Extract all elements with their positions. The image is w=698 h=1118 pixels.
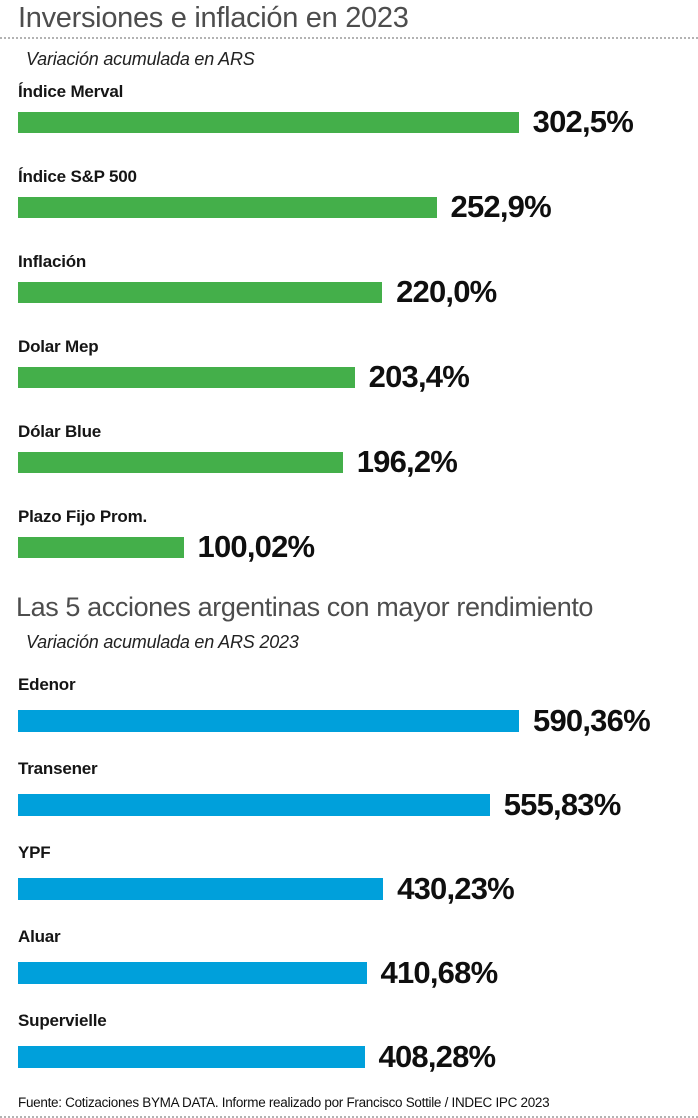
- bar-value-label: 196,2%: [356, 444, 458, 479]
- bar-category-label: Dolar Mep: [18, 337, 99, 356]
- bar-line: 252,9%: [18, 189, 680, 225]
- bar-line: 410,68%: [18, 955, 680, 991]
- bar-category-label: Plazo Fijo Prom.: [18, 507, 148, 526]
- bar: [18, 281, 383, 303]
- bar: [18, 366, 355, 388]
- bar-category-label: Transener: [18, 759, 98, 778]
- bar-line: 196,2%: [18, 444, 680, 480]
- bar-value-label: 100,02%: [197, 529, 316, 564]
- bar-row: Dólar Blue 196,2%: [18, 422, 680, 480]
- bar-value-label: 220,0%: [396, 274, 497, 309]
- bar-category-label: Aluar: [18, 927, 61, 946]
- bar-row: Supervielle 408,28%: [18, 1011, 680, 1075]
- bar-line: 555,83%: [18, 787, 680, 823]
- source-credit: Fuente: Cotizaciones BYMA DATA. Informe …: [18, 1095, 550, 1110]
- bar: [18, 962, 367, 984]
- bar-value-label: 410,68%: [380, 955, 499, 990]
- bar-line: 100,02%: [18, 529, 680, 565]
- bar: [18, 710, 520, 732]
- bar-line: 302,5%: [18, 104, 680, 140]
- bar-value-label: 430,23%: [397, 871, 515, 906]
- bar-chart-stocks: Edenor 590,36% Transener 555,83% YPF 430,23% A…: [18, 675, 680, 1075]
- bar-line: 590,36%: [18, 703, 680, 739]
- bar-row: Inflación 220,0%: [18, 252, 680, 310]
- bar-value-label: 203,4%: [368, 359, 470, 394]
- bar-row: YPF 430,23%: [18, 843, 680, 907]
- bar-value-label: 408,28%: [378, 1039, 497, 1074]
- bar-row: Aluar 410,68%: [18, 927, 680, 991]
- chart-top-stocks: Variación acumulada en ARS 2023 Edenor 59…: [0, 631, 698, 1075]
- bar-category-label: Edenor: [18, 675, 76, 694]
- bar-line: 203,4%: [18, 359, 680, 395]
- bar-category-label: Índice S&P 500: [18, 167, 137, 186]
- bar-chart-investments: Índice Merval 302,5% Índice S&P 500 252,9% I…: [18, 82, 680, 565]
- bar: [18, 878, 384, 900]
- bar-line: 408,28%: [18, 1039, 680, 1075]
- bar-row: Índice Merval 302,5%: [18, 82, 680, 140]
- bar-line: 220,0%: [18, 274, 680, 310]
- bar: [18, 536, 184, 558]
- chart-subtitle: Variación acumulada en ARS: [26, 49, 255, 69]
- bar: [18, 451, 343, 473]
- bar-row: Dolar Mep 203,4%: [18, 337, 680, 395]
- bar-value-label: 302,5%: [532, 104, 634, 139]
- bar-category-label: Inflación: [18, 252, 87, 271]
- bar: [18, 196, 437, 218]
- bar-row: Transener 555,83%: [18, 759, 680, 823]
- footer: Fuente: Cotizaciones BYMA DATA. Informe …: [0, 1095, 698, 1118]
- top-dotted-divider: [0, 37, 698, 39]
- bar-category-label: Supervielle: [18, 1011, 107, 1030]
- chart-subtitle: Variación acumulada en ARS 2023: [26, 632, 299, 652]
- bar-category-label: Índice Merval: [18, 82, 124, 101]
- bar-value-label: 555,83%: [503, 787, 622, 822]
- bar-value-label: 252,9%: [450, 189, 552, 224]
- bar-category-label: Dólar Blue: [18, 422, 102, 441]
- bar-row: Edenor 590,36%: [18, 675, 680, 739]
- chart-investments-inflation: Variación acumulada en ARS Índice Merval…: [0, 48, 698, 565]
- section-title-stocks: Las 5 acciones argentinas con mayor rend…: [16, 592, 594, 622]
- bar: [18, 794, 490, 816]
- bar-row: Índice S&P 500 252,9%: [18, 167, 680, 225]
- page-title: Inversiones e inflación en 2023: [18, 2, 409, 34]
- bar-value-label: 590,36%: [533, 703, 651, 738]
- bar-row: Plazo Fijo Prom. 100,02%: [18, 507, 680, 565]
- bar-category-label: YPF: [18, 843, 51, 862]
- bar: [18, 1046, 365, 1068]
- bar: [18, 111, 519, 133]
- bar-line: 430,23%: [18, 871, 680, 907]
